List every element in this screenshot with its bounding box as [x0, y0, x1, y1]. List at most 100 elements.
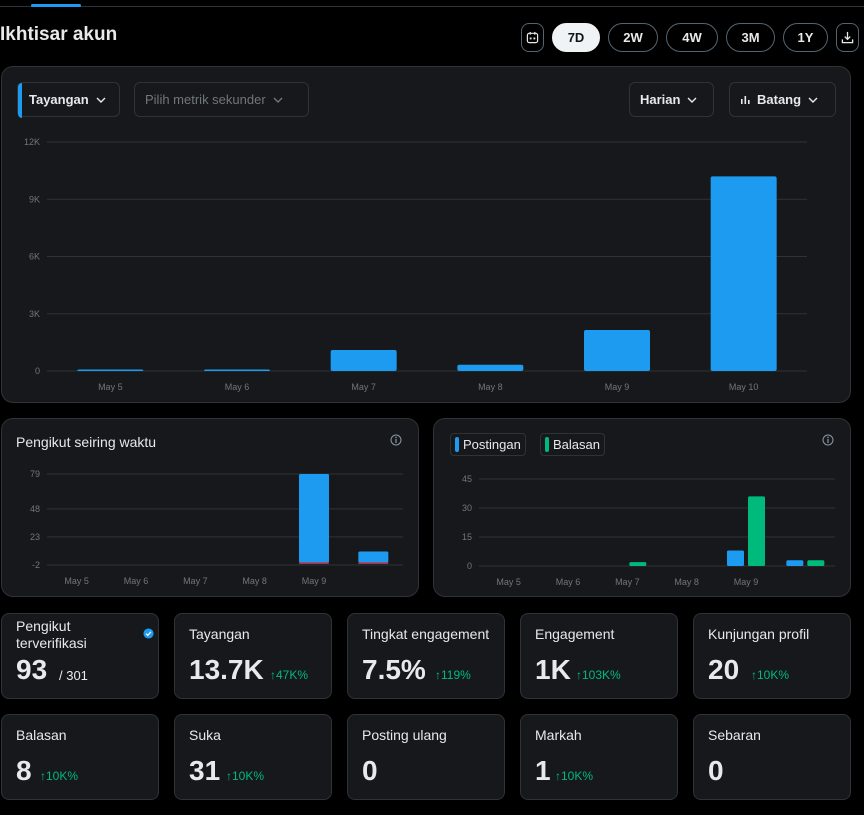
secondary-metric-dropdown[interactable]: Pilih metrik sekunder — [134, 82, 309, 117]
stat-value: 0 — [708, 755, 724, 786]
stat-change: ↑10K% — [226, 769, 264, 783]
up-arrow-icon: ↑ — [435, 668, 441, 682]
y-tick-label: 48 — [30, 504, 40, 514]
stat-label: Suka — [189, 727, 221, 743]
impressions-bar-chart: 12K 9K 6K 3K 0 May 5 May 6 May 7 May 8 May 9 May 1… — [24, 137, 807, 392]
y-tick-label: 79 — [30, 469, 40, 479]
x-tick-label: May 5 — [64, 576, 89, 586]
stat-verified-followers[interactable]: Pengikut terverifikasi 93 / 301 — [1, 613, 159, 699]
stat-change-value: 10K% — [232, 769, 265, 783]
bar-loss — [358, 562, 389, 564]
range-4w-button[interactable]: 4W — [666, 23, 718, 52]
info-icon[interactable] — [822, 434, 834, 446]
stat-change: ↑10K% — [555, 769, 593, 783]
followers-over-time-card: Pengikut seiring waktu 79 48 23 -2 May 5 May … — [1, 418, 419, 597]
stat-replies[interactable]: Balasan 8 ↑10K% — [1, 714, 159, 800]
bar-replies — [748, 496, 765, 566]
impressions-chart-card: Tayangan Pilih metrik sekunder Harian Ba… — [1, 66, 851, 403]
stat-bookmarks[interactable]: Markah 1 ↑10K% — [520, 714, 678, 800]
stat-change-value: 47K% — [276, 668, 309, 682]
bar-posts — [786, 560, 804, 566]
bar — [204, 369, 270, 371]
stat-label: Tingkat engagement — [362, 626, 490, 642]
y-tick-label: 45 — [462, 474, 472, 484]
stat-change-value: 10K% — [46, 769, 79, 783]
legend-swatch-posts — [455, 437, 459, 452]
stat-value: 1 — [535, 755, 551, 786]
y-tick-label: 3K — [29, 309, 40, 319]
bar-chart-icon — [741, 96, 750, 104]
stat-impressions[interactable]: Tayangan 13.7K ↑47K% — [174, 613, 332, 699]
y-tick-label: 12K — [24, 137, 40, 147]
stat-value: 0 — [362, 755, 378, 786]
active-tab-indicator — [31, 4, 81, 7]
x-tick-label: May 7 — [615, 577, 640, 587]
followers-card-title: Pengikut seiring waktu — [16, 434, 157, 450]
stat-likes[interactable]: Suka 31 ↑10K% — [174, 714, 332, 800]
stat-change-value: 119% — [441, 668, 471, 682]
bar — [77, 369, 144, 371]
calendar-icon-button[interactable] — [521, 23, 544, 52]
chevron-down-icon — [687, 97, 697, 103]
x-tick-label: May 5 — [496, 577, 521, 587]
download-icon — [841, 31, 854, 44]
range-7d-button[interactable]: 7D — [552, 23, 600, 52]
stat-shares[interactable]: Sebaran 0 — [693, 714, 851, 800]
chart-type-dropdown[interactable]: Batang — [729, 82, 836, 117]
stat-profile-visits[interactable]: Kunjungan profil 20 ↑10K% — [693, 613, 851, 699]
legend-replies-label: Balasan — [553, 437, 600, 452]
metric-color-accent — [18, 83, 22, 118]
stat-change: ↑103K% — [576, 668, 621, 682]
x-tick-label: May 6 — [124, 576, 149, 586]
stat-label: Posting ulang — [362, 727, 447, 743]
posts-replies-bar-chart: 45 30 15 0 May 5 May 6 May 7 May 8 May 9 — [462, 474, 835, 587]
calendar-icon — [526, 31, 539, 44]
range-1y-button[interactable]: 1Y — [783, 23, 828, 52]
primary-metric-dropdown[interactable]: Tayangan — [17, 82, 120, 118]
stat-value: 93 — [16, 654, 48, 685]
chevron-down-icon — [96, 97, 106, 103]
stat-value: 8 — [16, 755, 32, 786]
stat-change-value: 10K% — [561, 769, 594, 783]
up-arrow-icon: ↑ — [576, 668, 582, 682]
stat-engagement-rate[interactable]: Tingkat engagement 7.5% ↑119% — [347, 613, 505, 699]
stat-change-value: 103K% — [582, 668, 621, 682]
range-3m-button[interactable]: 3M — [726, 23, 775, 52]
y-tick-label: 0 — [467, 561, 472, 571]
stat-reposts[interactable]: Posting ulang 0 — [347, 714, 505, 800]
legend-posts[interactable]: Postingan — [450, 433, 526, 456]
bar-posts — [727, 550, 744, 566]
stat-change: ↑10K% — [40, 769, 78, 783]
x-tick-label: May 8 — [242, 576, 267, 586]
bar — [457, 364, 524, 371]
y-tick-label: 23 — [30, 532, 40, 542]
primary-metric-label: Tayangan — [29, 92, 89, 107]
stat-value: 31 — [189, 755, 221, 786]
interval-dropdown[interactable]: Harian — [629, 82, 714, 117]
up-arrow-icon: ↑ — [555, 769, 561, 783]
stat-engagements[interactable]: Engagement 1K ↑103K% — [520, 613, 678, 699]
posts-replies-card: Postingan Balasan 45 30 15 0 May 5 May 6 May 7… — [433, 418, 851, 597]
legend-replies[interactable]: Balasan — [540, 433, 605, 456]
bar-replies — [629, 562, 647, 566]
range-2w-button[interactable]: 2W — [608, 23, 658, 52]
bar-loss — [299, 562, 329, 564]
bar-replies — [807, 560, 825, 566]
stat-label: Kunjungan profil — [708, 626, 810, 642]
chart-type-label: Batang — [757, 92, 802, 107]
bar — [710, 176, 777, 371]
stat-label: Markah — [535, 727, 582, 743]
y-tick-label: 15 — [462, 532, 472, 542]
secondary-metric-placeholder: Pilih metrik sekunder — [145, 92, 266, 107]
stat-value: 1K — [535, 654, 571, 685]
stat-value: 20 — [708, 654, 740, 685]
bar-gain — [299, 474, 329, 563]
x-tick-label: May 8 — [478, 382, 503, 392]
up-arrow-icon: ↑ — [40, 769, 46, 783]
y-tick-label: 9K — [29, 194, 40, 204]
stat-change-value: 10K% — [757, 668, 790, 682]
bar — [330, 350, 397, 371]
stat-label: Balasan — [16, 727, 67, 743]
info-icon[interactable] — [390, 434, 402, 446]
download-icon-button[interactable] — [836, 23, 859, 52]
